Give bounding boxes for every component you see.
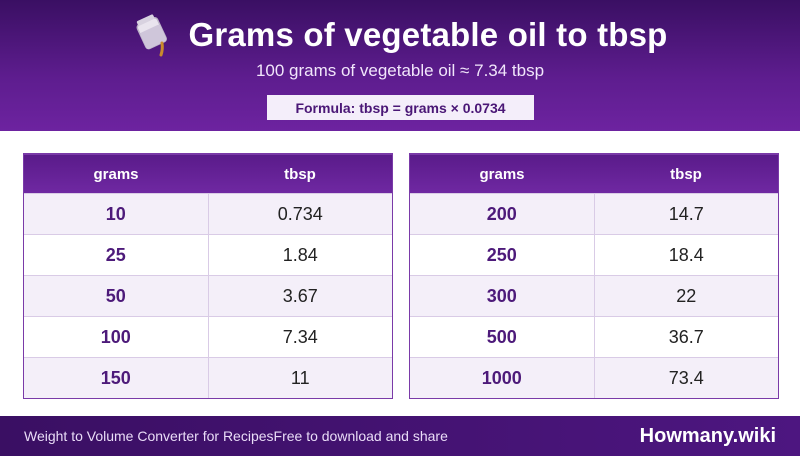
conversion-table-right: grams tbsp 200 14.7 250 18.4 300 22 500 … — [409, 153, 779, 399]
column-header-grams: grams — [479, 165, 525, 183]
grams-cell: 1000 — [410, 358, 595, 398]
table-row: 250 18.4 — [410, 234, 778, 275]
table-row: 500 36.7 — [410, 316, 778, 357]
grams-cell: 250 — [410, 235, 595, 275]
footer-tagline: Weight to Volume Converter for RecipesFr… — [24, 428, 448, 444]
grams-cell: 150 — [24, 358, 209, 398]
table-header: grams tbsp — [24, 155, 392, 193]
tbsp-cell: 1.84 — [282, 244, 318, 265]
grams-cell: 10 — [24, 194, 209, 234]
formula-box: Formula: tbsp = grams × 0.0734 — [267, 95, 534, 120]
tbsp-cell: 14.7 — [668, 203, 704, 224]
tbsp-cell: 22 — [676, 285, 697, 306]
oil-pouring-icon — [136, 14, 168, 57]
title-row: Grams of vegetable oil to tbsp — [0, 14, 800, 57]
page-subtitle: 100 grams of vegetable oil ≈ 7.34 tbsp — [255, 61, 545, 80]
column-header-grams: grams — [93, 165, 139, 183]
table-row: 25 1.84 — [24, 234, 392, 275]
table-row: 50 3.67 — [24, 275, 392, 316]
table-row: 300 22 — [410, 275, 778, 316]
column-header-tbsp: tbsp — [670, 165, 702, 183]
column-header-tbsp: tbsp — [284, 165, 316, 183]
tbsp-cell: 11 — [290, 367, 310, 388]
tbsp-cell: 0.734 — [277, 203, 323, 224]
conversion-table-left: grams tbsp 10 0.734 25 1.84 50 3.67 100 … — [23, 153, 393, 399]
table-row: 1000 73.4 — [410, 357, 778, 398]
grams-cell: 50 — [24, 276, 209, 316]
page-title: Grams of vegetable oil to tbsp — [188, 16, 668, 53]
grams-cell: 500 — [410, 317, 595, 357]
grams-cell: 300 — [410, 276, 595, 316]
brand-link[interactable]: Howmany.wiki — [639, 424, 776, 447]
tbsp-cell: 18.4 — [668, 244, 704, 265]
grams-cell: 100 — [24, 317, 209, 357]
footer-bar: Weight to Volume Converter for RecipesFr… — [0, 416, 800, 456]
grams-cell: 25 — [24, 235, 209, 275]
tbsp-cell: 7.34 — [282, 326, 318, 347]
tbsp-cell: 73.4 — [668, 367, 704, 388]
table-row: 100 7.34 — [24, 316, 392, 357]
table-row: 10 0.734 — [24, 193, 392, 234]
header-banner: Grams of vegetable oil to tbsp 100 grams… — [0, 0, 800, 131]
tbsp-cell: 3.67 — [282, 285, 318, 306]
grams-cell: 200 — [410, 194, 595, 234]
table-row: 150 11 — [24, 357, 392, 398]
table-row: 200 14.7 — [410, 193, 778, 234]
table-header: grams tbsp — [410, 155, 778, 193]
tbsp-cell: 36.7 — [668, 326, 704, 347]
